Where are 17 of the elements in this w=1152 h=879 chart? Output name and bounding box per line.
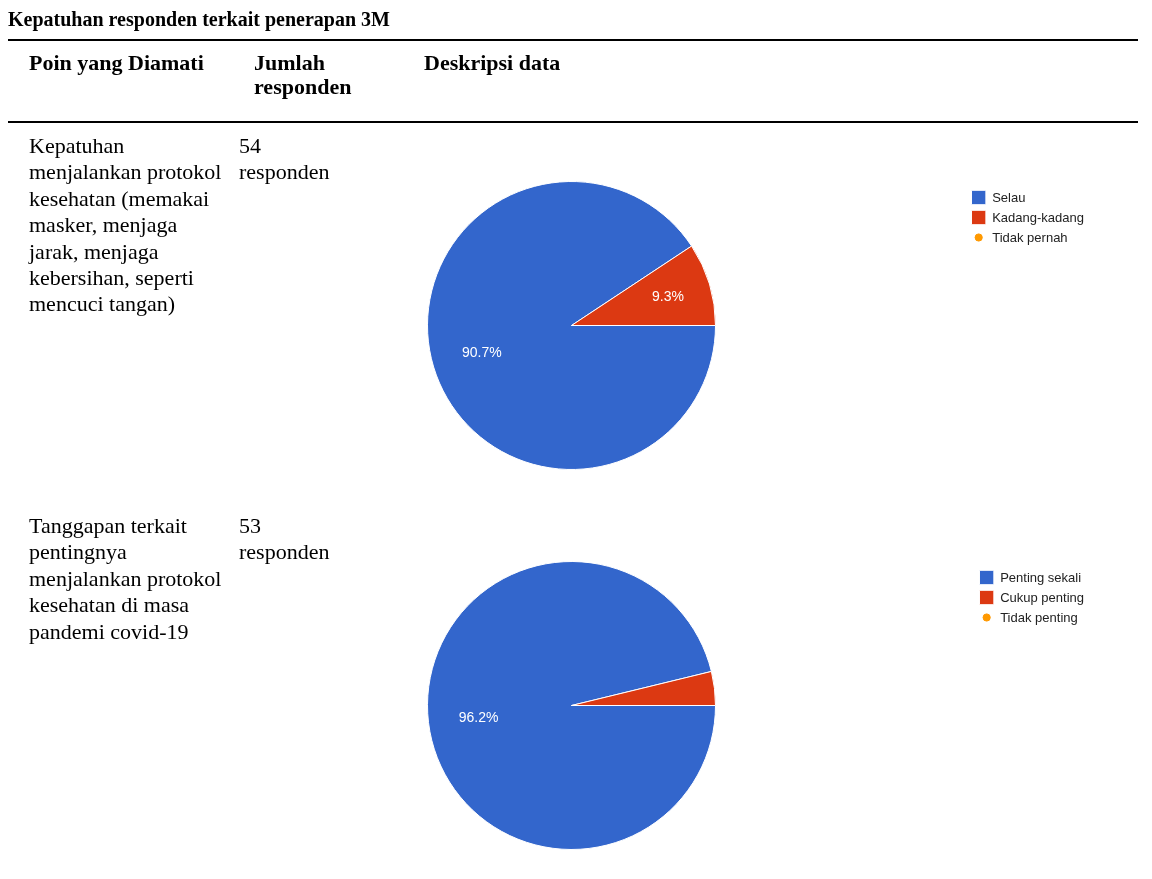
legend-label: Tidak pernah [992, 229, 1068, 245]
text: 54 responden [239, 133, 331, 186]
legend-label: Tidak penting [1000, 609, 1078, 625]
legend-label: Cukup penting [1000, 589, 1084, 605]
data-label: 96.2% [458, 708, 499, 725]
text: 53 responden [239, 513, 331, 566]
text: Jumlah responden [254, 50, 353, 100]
legend-label: Selau [992, 189, 1026, 205]
data-label: 90.7% [462, 344, 502, 361]
text: Deskripsi data [424, 50, 561, 76]
text: Kepatuhan menjalankan protokol kesehatan (memakai masker, menjaga jarak, menjaga kebersihan, seperti mencuci tangan) [29, 133, 223, 318]
text: Poin yang Diamati [29, 50, 204, 76]
legend-label: Penting sekali [1000, 569, 1082, 585]
data-label: 9.3% [652, 288, 684, 305]
text: Kepatuhan responden terkait penerapan 3M [8, 7, 390, 33]
text: Tanggapan terkait pentingnya menjalankan protokol kesehatan di masa pandemi covid-19 [29, 513, 223, 645]
legend-label: Kadang-kadang [992, 209, 1084, 225]
